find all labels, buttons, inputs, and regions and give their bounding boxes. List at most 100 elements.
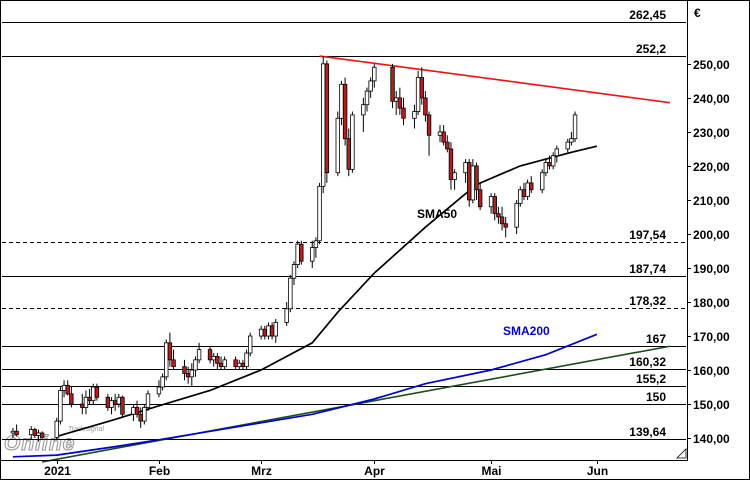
- candle-body: [80, 403, 85, 408]
- y-tick-label: 210,00: [693, 194, 730, 208]
- candle-body: [10, 430, 16, 434]
- candle-body: [390, 66, 395, 102]
- candle-body: [65, 384, 70, 395]
- candle: [69, 387, 74, 408]
- candle-body: [233, 359, 238, 368]
- y-tick-label: 200,00: [693, 228, 730, 242]
- candle-body: [28, 429, 34, 436]
- candle-body: [211, 356, 216, 361]
- candle-body: [182, 366, 187, 374]
- candle-body: [14, 430, 19, 436]
- candle: [350, 111, 355, 173]
- candle-body: [244, 352, 249, 368]
- y-tick-label: 230,00: [693, 126, 730, 140]
- candle-body: [273, 322, 278, 337]
- candle: [364, 87, 370, 112]
- candle: [565, 138, 570, 153]
- level-label: 155,2: [636, 372, 666, 386]
- candle-body: [540, 172, 545, 191]
- candle-body: [83, 396, 89, 408]
- candle-body: [131, 407, 136, 415]
- candle: [474, 162, 479, 200]
- level-label: 187,74: [629, 262, 666, 276]
- candle: [266, 322, 271, 340]
- candle: [247, 332, 253, 357]
- candle: [554, 145, 559, 163]
- indicator-line-sma50: [56, 145, 598, 438]
- candle-body: [196, 349, 202, 361]
- x-tick-label: Mai: [481, 464, 501, 478]
- candle-body: [569, 138, 574, 143]
- candle-body: [492, 196, 497, 214]
- resize-corner-icon: [676, 448, 687, 459]
- candle-body: [171, 359, 176, 368]
- candle-body: [496, 213, 501, 218]
- candle: [91, 383, 96, 405]
- candle-body: [160, 376, 165, 388]
- indicator-line-sma200: [12, 333, 598, 458]
- candle-body: [419, 77, 424, 99]
- candle-body: [54, 420, 59, 438]
- candle-body: [361, 104, 366, 116]
- candle-body: [529, 182, 534, 191]
- candle-body: [488, 196, 494, 208]
- candle: [80, 393, 85, 415]
- candle: [262, 325, 267, 340]
- candle: [116, 393, 121, 408]
- candle: [288, 274, 293, 313]
- candle-body: [350, 114, 355, 170]
- candle: [156, 380, 162, 398]
- candle: [54, 417, 59, 440]
- candle: [131, 404, 136, 422]
- candle-body: [364, 90, 370, 106]
- candle: [415, 70, 421, 115]
- candle: [83, 390, 89, 415]
- candle-body: [499, 216, 505, 225]
- candle-body: [215, 356, 220, 364]
- candle-body: [426, 114, 432, 136]
- candle: [164, 339, 169, 381]
- candle: [397, 87, 403, 115]
- candle-body: [237, 362, 242, 368]
- candle: [313, 237, 319, 258]
- candle: [58, 387, 63, 425]
- candle: [145, 390, 151, 411]
- level-labels: 262,45 252,2 197,54 187,74 178,32 167 160,32 15…: [629, 8, 666, 439]
- candle-body: [284, 308, 289, 323]
- indicator-label-sma200: SMA200: [503, 324, 550, 338]
- candle-body: [466, 162, 472, 201]
- candle: [317, 182, 322, 245]
- candle: [222, 356, 227, 371]
- candle: [361, 97, 366, 132]
- candle: [240, 359, 246, 371]
- candle-body: [401, 107, 406, 119]
- candle: [273, 319, 278, 343]
- candle: [39, 431, 45, 440]
- candle-body: [134, 407, 140, 415]
- candle-body: [547, 162, 552, 167]
- candle-body: [69, 393, 74, 405]
- candle-body: [397, 97, 403, 109]
- candle-body: [452, 172, 457, 180]
- candle: [94, 383, 100, 401]
- candle-body: [138, 413, 143, 422]
- candle: [233, 356, 238, 371]
- level-label: 139,64: [629, 425, 666, 439]
- candle: [401, 97, 406, 126]
- level-lines: [2, 22, 686, 440]
- candle-body: [335, 117, 340, 174]
- candle-body: [423, 97, 428, 116]
- y-tick-label: 190,00: [693, 262, 730, 276]
- candle: [412, 104, 417, 129]
- candle-body: [112, 400, 118, 405]
- candle: [32, 427, 38, 439]
- candle: [87, 388, 92, 405]
- indicator-label-sma50: SMA50: [417, 207, 457, 221]
- candle: [291, 261, 297, 285]
- candle: [419, 67, 424, 105]
- x-tick-label: Mrz: [251, 464, 272, 478]
- candle: [463, 159, 468, 183]
- level-label: 150: [646, 390, 666, 404]
- candle-body: [240, 362, 246, 368]
- candle-body: [346, 138, 351, 170]
